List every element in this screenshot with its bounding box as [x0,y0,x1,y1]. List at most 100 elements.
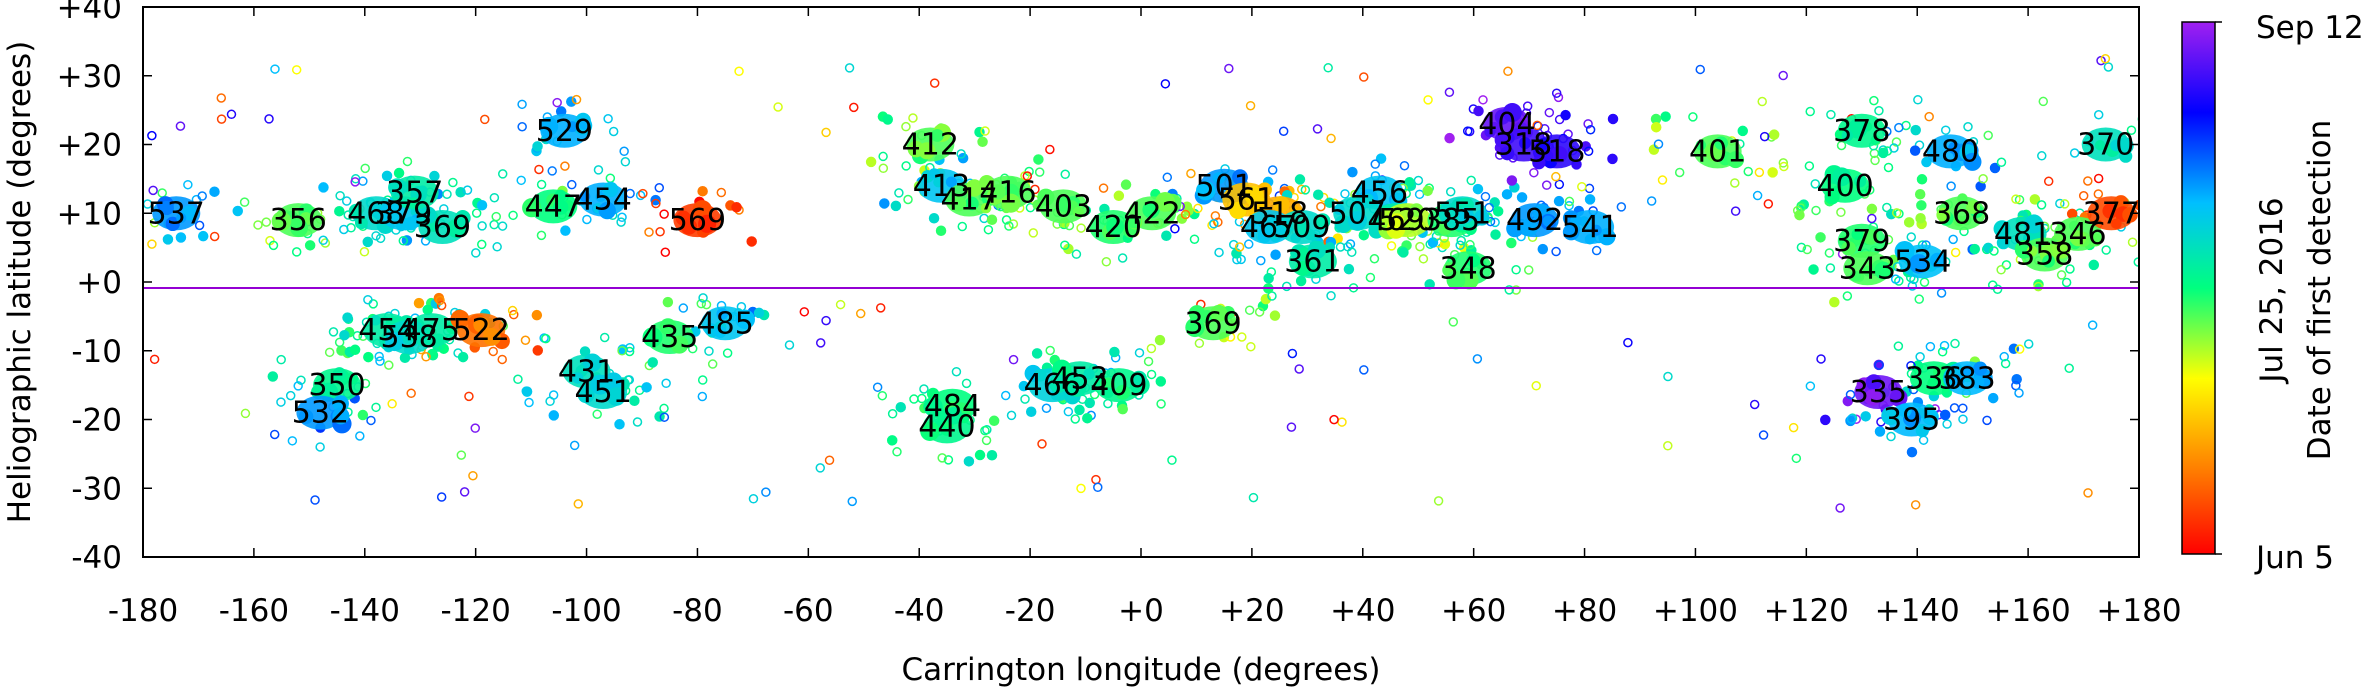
region-detection [1484,126,1496,138]
region-label: 318 [1495,128,1552,163]
detection-point [1229,239,1239,250]
detection-point [1882,202,1892,213]
detection-point [1916,200,1927,211]
detection-point [488,346,498,357]
region-detection [1334,215,1353,233]
x-tick-label: -160 [219,593,289,629]
region-detection [1550,145,1568,163]
region-detection [1520,218,1539,237]
region-detection [920,421,940,441]
region-detection [1953,215,1965,227]
detection-point [318,235,329,246]
region-detection [1051,359,1072,380]
detection-point [448,177,458,188]
detection-point [304,240,316,251]
detection-point [654,182,665,193]
detection-point [1939,409,1951,421]
region-detection [1909,254,1929,274]
detection-point [2127,237,2138,247]
detection-point [480,114,490,125]
region-detection [965,196,979,211]
x-tick-label: -120 [440,593,510,629]
detection-point [2083,488,2093,498]
detection-point [1826,109,1836,120]
detection-point [983,224,994,235]
detection-point [1791,453,1802,464]
detection-point [1404,177,1415,188]
region-detection [354,216,368,230]
detection-point [2151,182,2160,191]
region-label: 447 [525,189,582,224]
region-detection [1864,389,1882,406]
region-detection [1518,136,1532,150]
detection-point [909,394,919,404]
region-detection [579,191,591,202]
region-detection [404,216,419,231]
region-label: 401 [1689,134,1746,169]
detection-point [1267,165,1278,175]
region-detection [1185,317,1205,338]
detection-point [937,453,947,463]
region-detection [1874,261,1893,280]
region-detection [1598,228,1616,246]
region-label: 357 [386,176,443,211]
region-label: 350 [308,368,365,403]
region-detection [1127,214,1141,229]
detection-point [815,338,826,348]
region-markers [152,102,2138,444]
detection-point [232,205,244,217]
region-detection [1537,137,1550,150]
detection-point [1653,139,1664,149]
region-label: 420 [1085,210,1142,245]
region-detection [385,332,405,352]
detection-point [536,179,547,190]
region-label: 466 [1024,368,1081,403]
detection-point [1950,247,1961,258]
detection-point [545,396,555,407]
detection-point [2101,245,2111,255]
region-detection [704,323,718,336]
detection-point [835,299,846,310]
detection-point [697,185,708,197]
detection-point [1347,247,1357,257]
region-detection [1500,146,1515,161]
detection-point [387,399,397,409]
detection-point [1522,101,1533,111]
region-label: 541 [1561,210,1618,245]
region-label: 416 [979,176,1036,211]
detection-point [1874,426,1886,437]
detection-point [1996,265,2006,275]
region-detection [1142,201,1160,219]
region-detection [165,216,180,232]
detection-point [1365,272,1376,283]
region-detection [583,353,602,372]
detection-point [1537,243,1549,255]
detection-point [704,346,714,356]
detection-point [956,149,966,159]
detection-point [935,225,947,237]
detection-point [1256,255,1266,266]
region-detection [950,195,967,212]
detection-point [2069,148,2080,158]
detection-point [734,66,744,77]
detection-point [1551,246,1561,257]
detection-point [799,307,810,317]
detection-point [1033,154,1044,165]
detection-point [270,64,280,74]
detection-point [1287,348,1298,359]
region-detection [1915,424,1929,438]
region-label: 413 [913,169,970,204]
detection-point [1154,334,1166,346]
region-label: 409 [1090,368,1147,403]
region-detection [1936,207,1951,222]
detection-point [632,417,643,427]
detection-point [1560,109,1571,121]
detection-point [1209,219,1219,229]
region-label: 467 [1240,210,1297,245]
region-detection [1532,156,1546,170]
region-detection [642,327,663,348]
x-tick-label: +40 [1330,593,1395,629]
region-label: 358 [2016,238,2073,273]
region-detection [1102,387,1114,399]
detection-point [1531,381,1541,391]
